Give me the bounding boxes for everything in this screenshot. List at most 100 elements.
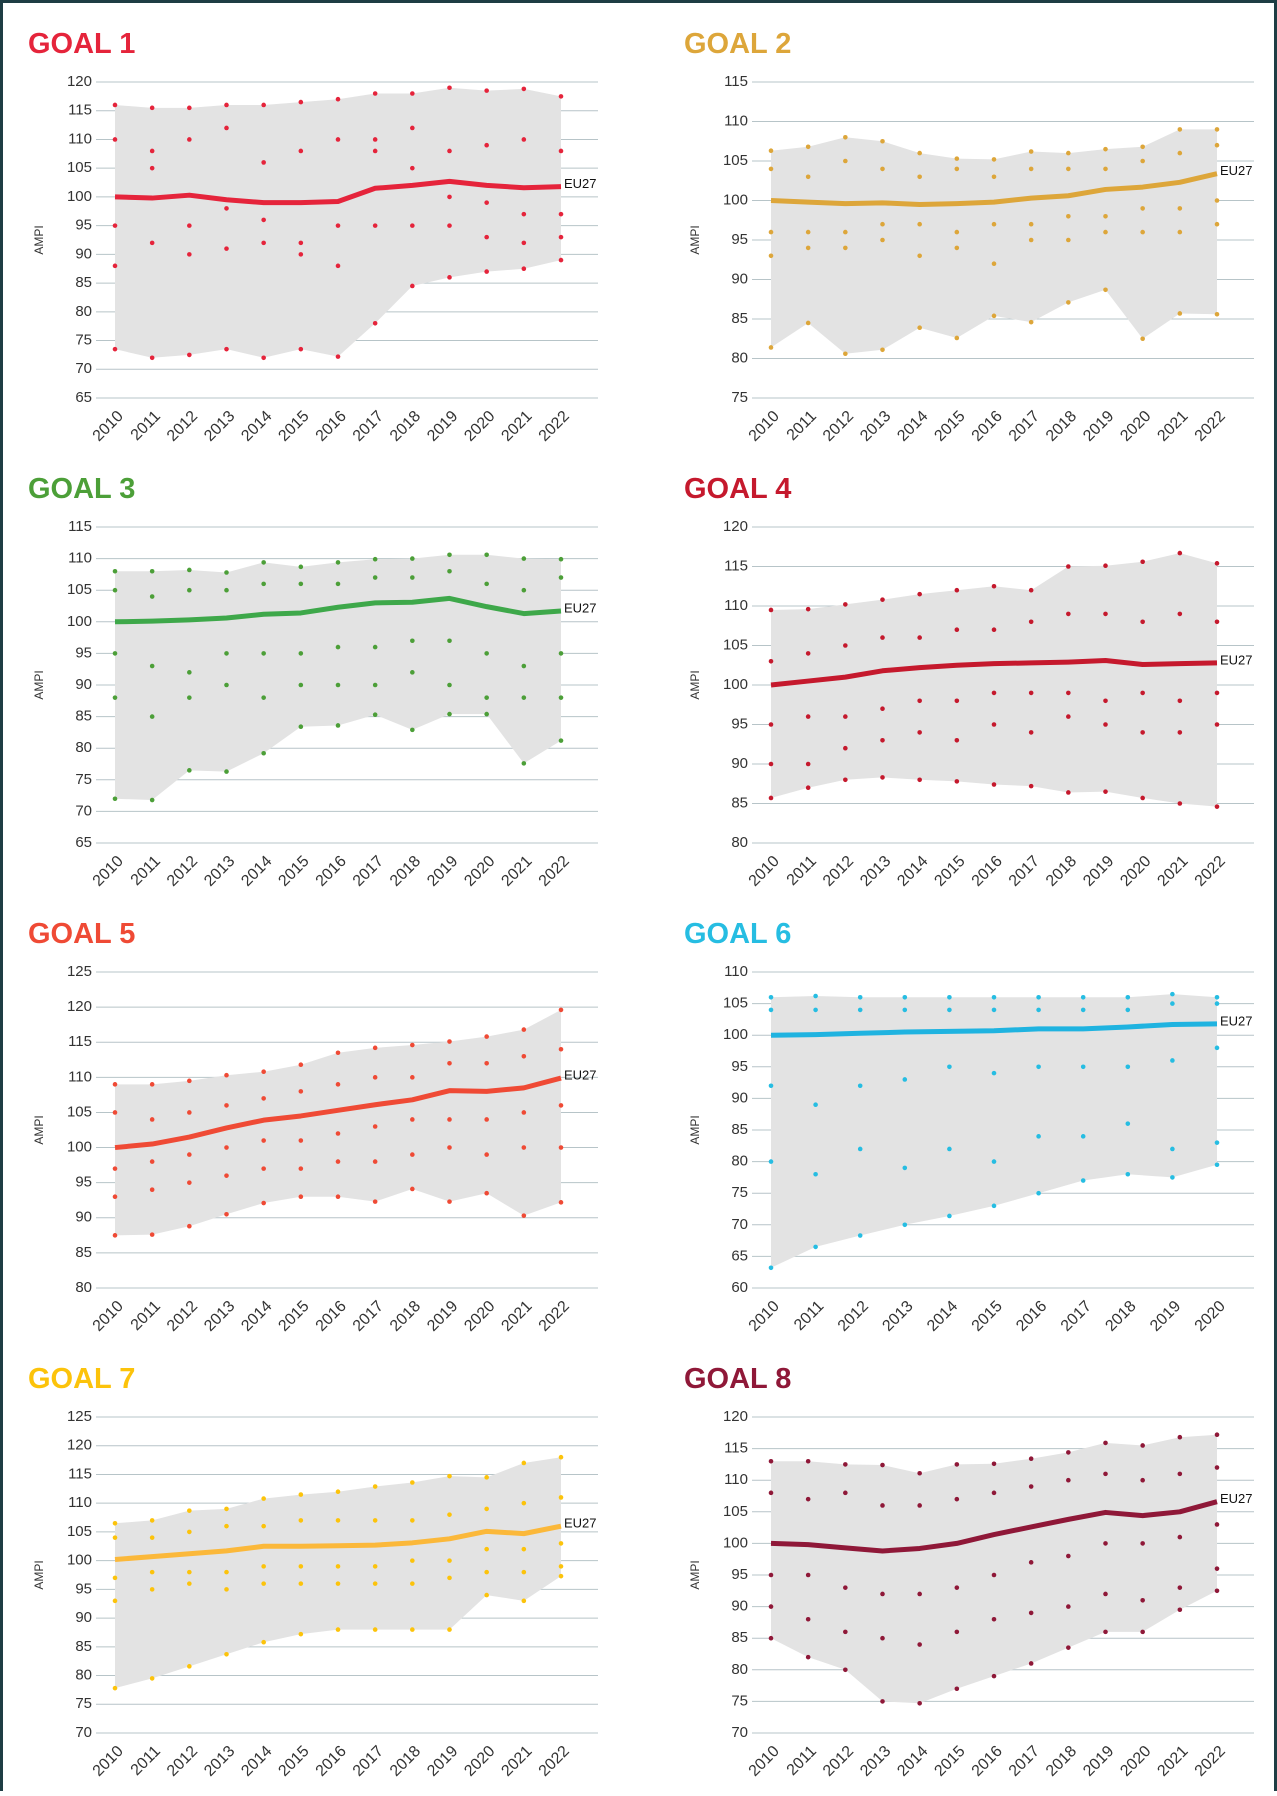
y-tick-label: 105 [723, 636, 748, 653]
country-dot [880, 1699, 885, 1704]
country-dot [261, 355, 266, 361]
country-dot [335, 96, 341, 102]
country-dot [298, 651, 304, 656]
y-tick-label: 90 [75, 245, 92, 262]
country-dot [335, 1159, 341, 1164]
country-dot [298, 682, 304, 688]
country-dot [1140, 206, 1145, 211]
country-dot [447, 1145, 452, 1150]
y-tick-label: 115 [724, 557, 748, 574]
country-dot [917, 1503, 922, 1508]
country-dot [335, 1518, 341, 1523]
chart-title: GOAL 8 [684, 1363, 791, 1395]
country-dot [857, 994, 863, 1000]
y-tick-label: 90 [75, 1209, 92, 1226]
country-dot [149, 165, 155, 171]
country-dot [521, 663, 527, 669]
country-dot [843, 643, 848, 648]
country-dot [187, 105, 192, 111]
range-band [115, 87, 561, 358]
country-dot [1177, 206, 1183, 211]
country-dot [857, 1146, 863, 1152]
country-dot [1028, 1661, 1034, 1666]
country-dot [558, 1103, 564, 1108]
country-dot [149, 240, 155, 246]
country-dot [224, 1569, 229, 1575]
country-dot [1103, 789, 1108, 794]
country-dot [484, 1569, 489, 1575]
country-dot [335, 1564, 341, 1569]
country-dot [1177, 1471, 1183, 1477]
country-dot [991, 157, 997, 162]
country-dot [372, 712, 378, 718]
country-dot [1080, 1007, 1086, 1013]
country-dot [447, 682, 452, 688]
country-dot [768, 253, 774, 259]
country-dot [1066, 1645, 1071, 1650]
country-dot [1140, 730, 1145, 735]
country-dot [187, 587, 192, 593]
country-dot [112, 651, 118, 656]
country-dot [1080, 1064, 1086, 1070]
country-dot [991, 722, 997, 727]
country-dot [447, 1512, 452, 1517]
country-dot [1177, 1585, 1183, 1590]
country-dot [954, 738, 960, 743]
country-dot [112, 1194, 118, 1200]
country-dot [1103, 563, 1108, 569]
country-dot [1214, 198, 1220, 203]
country-dot [224, 682, 229, 688]
country-dot [187, 695, 192, 700]
country-dot [991, 1070, 997, 1076]
country-dot [1177, 550, 1183, 556]
country-dot [484, 1117, 489, 1122]
country-dot [484, 552, 489, 558]
country-dot [1080, 1178, 1086, 1183]
country-dot [1036, 1007, 1041, 1013]
country-dot [372, 1199, 378, 1204]
country-dot [261, 240, 266, 246]
country-dot [1140, 229, 1145, 235]
country-dot [224, 125, 229, 131]
country-dot [917, 698, 922, 704]
range-band [771, 553, 1217, 807]
country-dot [224, 570, 229, 575]
country-dot [880, 1462, 885, 1468]
country-dot [1066, 1553, 1071, 1559]
country-dot [335, 1627, 341, 1632]
y-tick-label: 75 [75, 1695, 92, 1712]
country-dot [1028, 1456, 1034, 1462]
country-dot [410, 1627, 415, 1632]
country-dot [112, 1535, 118, 1540]
country-dot [410, 165, 415, 171]
country-dot [187, 768, 192, 773]
series-label: EU27 [1220, 1013, 1253, 1028]
country-dot [298, 1062, 304, 1067]
country-dot [1103, 1440, 1108, 1446]
country-dot [947, 994, 952, 1000]
country-dot [447, 552, 452, 558]
country-dot [805, 761, 811, 767]
country-dot [149, 1117, 155, 1122]
country-dot [1177, 698, 1183, 704]
country-dot [521, 1145, 527, 1150]
country-dot [1125, 994, 1131, 1000]
country-dot [768, 1083, 774, 1089]
country-dot [372, 148, 378, 154]
country-dot [410, 1558, 415, 1563]
country-dot [1028, 1560, 1034, 1565]
y-tick-label: 115 [68, 1465, 92, 1482]
y-axis-label: AMPI [688, 225, 702, 254]
y-axis-label: AMPI [32, 225, 46, 254]
country-dot [954, 1462, 960, 1467]
country-dot [1140, 1541, 1145, 1546]
country-dot [187, 1110, 192, 1115]
country-dot [410, 1075, 415, 1080]
series-label: EU27 [564, 600, 597, 615]
y-tick-label: 85 [731, 310, 748, 327]
country-dot [335, 682, 341, 688]
country-dot [261, 1523, 266, 1529]
country-dot [1140, 1629, 1145, 1635]
country-dot [187, 1078, 192, 1084]
country-dot [335, 1489, 341, 1494]
